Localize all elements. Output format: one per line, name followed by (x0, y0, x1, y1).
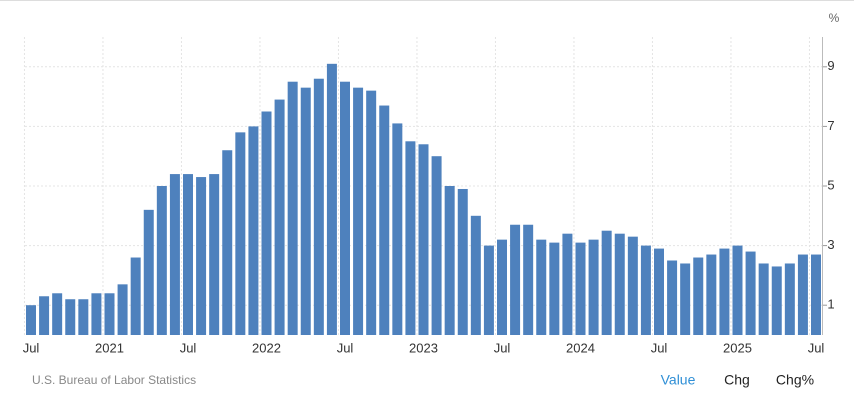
bar (497, 239, 507, 335)
bar (680, 263, 691, 335)
bar (366, 90, 377, 335)
bar (326, 63, 337, 335)
bar (444, 186, 455, 335)
bar (78, 299, 89, 335)
bar (26, 305, 36, 335)
bar (732, 245, 743, 335)
x-tick-label: Jul (337, 340, 354, 355)
bar (353, 87, 364, 335)
bar (183, 174, 193, 335)
bar (261, 111, 272, 335)
bar (431, 156, 442, 335)
bar (418, 144, 429, 335)
bar (248, 126, 259, 336)
bar (771, 266, 782, 335)
y-tick-label: 3 (827, 237, 834, 252)
bar (797, 254, 808, 335)
bar (196, 177, 207, 335)
toggle-button[interactable]: Value (661, 372, 696, 388)
bar (209, 174, 220, 335)
bar (392, 123, 403, 335)
bar (693, 257, 704, 335)
bar (235, 132, 246, 335)
bar (575, 242, 586, 335)
bar (811, 254, 821, 335)
bar (379, 105, 390, 335)
bar (274, 99, 285, 335)
bar (65, 299, 76, 335)
bar (588, 239, 599, 335)
unit-label: % (829, 11, 840, 25)
toggle-button[interactable]: Chg% (776, 372, 814, 388)
bar (601, 230, 612, 335)
x-tick-label: Jul (180, 340, 197, 355)
bar (758, 263, 769, 335)
x-tick-label: Jul (651, 340, 668, 355)
bar (745, 251, 756, 335)
bar (130, 257, 141, 335)
bar (104, 293, 115, 335)
bar (117, 284, 128, 335)
bar (562, 233, 573, 335)
bar (156, 186, 167, 335)
bar (457, 188, 468, 335)
bar (313, 78, 324, 335)
y-tick-label: 7 (827, 118, 834, 133)
bar (300, 87, 311, 335)
bar (784, 263, 795, 335)
bar (549, 242, 560, 335)
bar (706, 254, 717, 335)
bar (483, 245, 494, 335)
bar (169, 174, 180, 335)
bar (340, 81, 350, 335)
y-tick-label: 1 (827, 297, 834, 312)
x-tick-label: 2023 (409, 340, 438, 355)
x-tick-label: Jul (494, 340, 511, 355)
y-tick-label: 9 (827, 58, 834, 73)
bar (52, 293, 63, 335)
bar (91, 293, 102, 335)
x-tick-label: Jul (808, 340, 825, 355)
x-tick-label: 2022 (252, 340, 281, 355)
toggle-button[interactable]: Chg (724, 372, 750, 388)
bar (523, 224, 534, 335)
bar (640, 245, 651, 335)
x-tick-label: 2025 (723, 340, 752, 355)
source: U.S. Bureau of Labor Statistics (32, 373, 196, 387)
bar (667, 260, 678, 335)
x-tick-label: 2024 (566, 340, 595, 355)
bar (143, 209, 154, 335)
bar (719, 248, 730, 335)
bar (222, 150, 233, 335)
x-tick-label: Jul (23, 340, 40, 355)
bar (510, 224, 521, 335)
y-tick-label: 5 (827, 177, 834, 192)
bar (536, 239, 547, 335)
bar (614, 233, 625, 335)
bar (470, 215, 481, 335)
bar (405, 141, 416, 335)
bar (654, 248, 664, 335)
bar (287, 81, 298, 335)
bar (39, 296, 50, 335)
x-tick-label: 2021 (95, 340, 124, 355)
bar (627, 236, 638, 335)
